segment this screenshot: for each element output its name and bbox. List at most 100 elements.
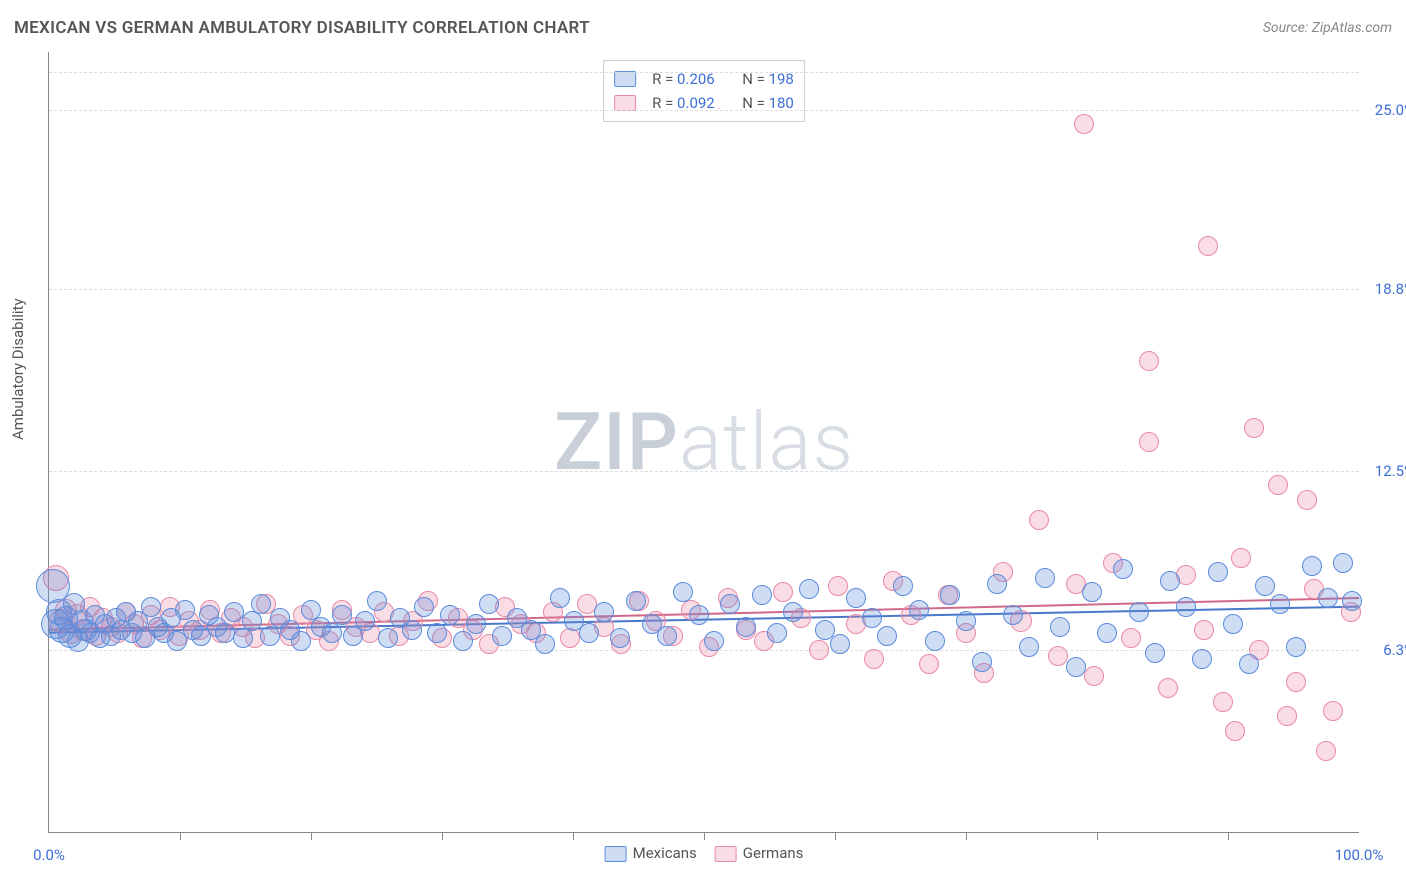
mexicans-point — [1270, 594, 1290, 614]
mexicans-point — [466, 614, 486, 634]
germans-point — [1194, 620, 1214, 640]
germans-point — [809, 640, 829, 660]
x-tick-label: 0.0% — [33, 846, 65, 864]
series-legend: MexicansGermans — [605, 844, 804, 862]
germans-point — [1084, 666, 1104, 686]
x-tick — [1097, 832, 1098, 840]
mexicans-point — [783, 602, 803, 622]
mexicans-point — [1342, 591, 1362, 611]
germans-point — [1198, 236, 1218, 256]
germans-swatch-icon — [614, 95, 636, 111]
mexicans-point — [1286, 637, 1306, 657]
mexicans-point — [862, 608, 882, 628]
germans-point — [1139, 351, 1159, 371]
mexicans-point — [767, 623, 787, 643]
germans-point — [1268, 475, 1288, 495]
mexicans-point — [1113, 559, 1133, 579]
mexicans-point — [877, 626, 897, 646]
mexicans-point — [322, 623, 342, 643]
mexicans-point — [291, 631, 311, 651]
mexicans-point — [1318, 588, 1338, 608]
germans-point — [1139, 432, 1159, 452]
mexicans-point — [378, 628, 398, 648]
mexicans-point — [1176, 597, 1196, 617]
mexicans-point — [355, 611, 375, 631]
mexicans-point — [242, 611, 262, 631]
germans-point — [1213, 692, 1233, 712]
mexicans-point — [594, 602, 614, 622]
trend-lines — [49, 52, 1359, 832]
mexicans-swatch-icon — [605, 846, 627, 862]
mexicans-point — [956, 611, 976, 631]
mexicans-point — [427, 623, 447, 643]
mexicans-point — [657, 626, 677, 646]
x-tick — [180, 832, 181, 840]
mexicans-point — [893, 576, 913, 596]
x-tick — [311, 832, 312, 840]
watermark-atlas: atlas — [679, 395, 854, 489]
mexicans-point — [1333, 553, 1353, 573]
mexicans-point — [479, 594, 499, 614]
mexicans-point — [940, 585, 960, 605]
mexicans-point — [799, 579, 819, 599]
n-label: N = 180 — [742, 91, 794, 115]
germans-point — [1316, 741, 1336, 761]
y-tick-label: 12.5% — [1365, 462, 1406, 480]
mexicans-point — [704, 631, 724, 651]
mexicans-point — [1129, 602, 1149, 622]
watermark-zip: ZIP — [554, 395, 679, 489]
y-tick-label: 18.8% — [1365, 280, 1406, 298]
x-tick — [442, 832, 443, 840]
mexicans-point — [233, 628, 253, 648]
n-label: N = 198 — [742, 67, 794, 91]
germans-point — [1297, 490, 1317, 510]
mexicans-point — [251, 594, 271, 614]
germans-swatch-icon — [715, 846, 737, 862]
mexicans-point — [626, 591, 646, 611]
mexicans-point — [673, 582, 693, 602]
mexicans-point — [1097, 623, 1117, 643]
germans-point — [1244, 418, 1264, 438]
mexicans-point — [720, 594, 740, 614]
x-tick — [835, 832, 836, 840]
mexicans-point — [752, 585, 772, 605]
mexicans-point — [414, 597, 434, 617]
mexicans-point — [1192, 649, 1212, 669]
mexicans-swatch-icon — [614, 71, 636, 87]
mexicans-point — [175, 600, 195, 620]
mexicans-point — [453, 631, 473, 651]
gridline — [49, 289, 1359, 290]
watermark: ZIPatlas — [554, 395, 854, 489]
mexicans-point — [215, 623, 235, 643]
mexicans-point — [260, 626, 280, 646]
mexicans-point — [535, 634, 555, 654]
mexicans-point — [579, 623, 599, 643]
mexicans-point — [925, 631, 945, 651]
mexicans-point — [332, 605, 352, 625]
mexicans-point — [550, 588, 570, 608]
r-label: R = 0.206 — [652, 67, 715, 91]
y-axis-label: Ambulatory Disability — [9, 298, 27, 440]
mexicans-point — [1208, 562, 1228, 582]
germans-point — [1029, 510, 1049, 530]
chart-title: MEXICAN VS GERMAN AMBULATORY DISABILITY … — [14, 18, 590, 38]
scatter-plot-area: ZIPatlas R = 0.206 N = 198R = 0.092 N = … — [48, 52, 1359, 833]
mexicans-point — [1223, 614, 1243, 634]
source-label: Source: ZipAtlas.com — [1263, 20, 1392, 36]
germans-point — [1231, 548, 1251, 568]
germans-point — [1225, 721, 1245, 741]
germans-point — [1121, 628, 1141, 648]
mexicans-point — [1239, 654, 1259, 674]
mexicans-point — [610, 628, 630, 648]
mexicans-point — [367, 591, 387, 611]
germans-point — [1323, 701, 1343, 721]
mexicans-point — [830, 634, 850, 654]
y-tick-label: 6.3% — [1365, 641, 1406, 659]
gridline — [49, 471, 1359, 472]
mexicans-point — [846, 588, 866, 608]
mexicans-point — [736, 617, 756, 637]
mexicans-point — [972, 652, 992, 672]
germans-point — [1048, 646, 1068, 666]
mexicans-point — [987, 574, 1007, 594]
x-tick — [966, 832, 967, 840]
